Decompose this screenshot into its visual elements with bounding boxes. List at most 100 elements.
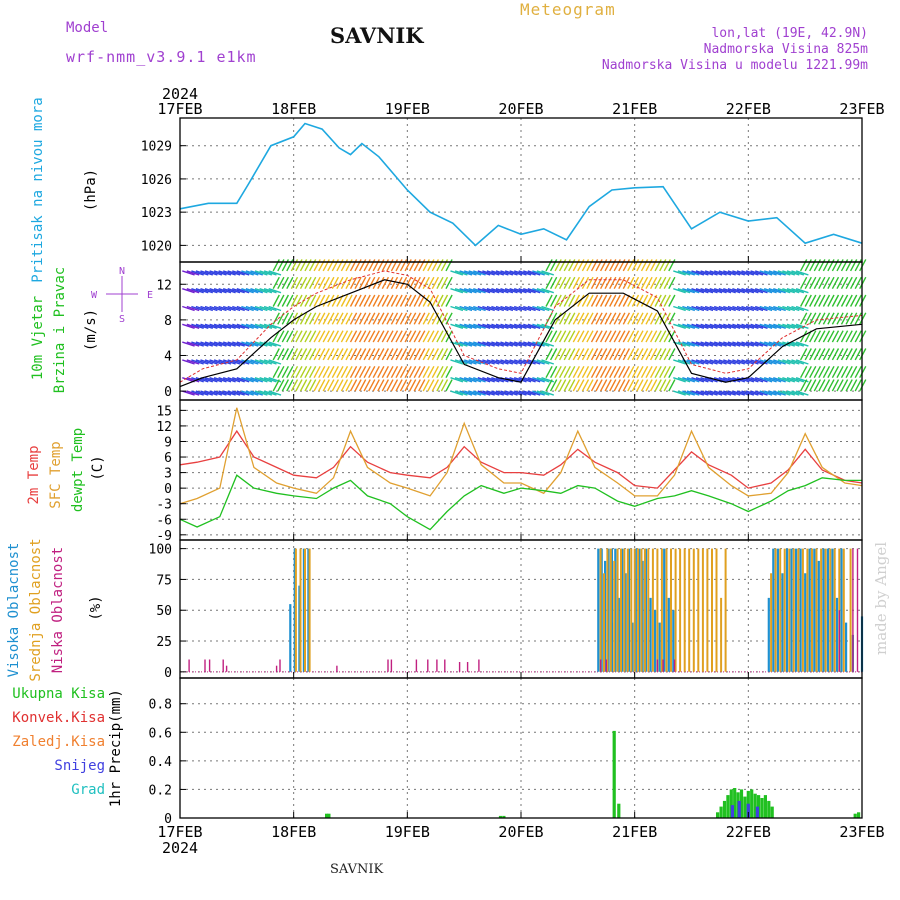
wind-barb	[313, 379, 321, 392]
wind-barb	[691, 305, 705, 312]
wind-barb	[299, 330, 308, 343]
wind-barb	[340, 330, 349, 343]
wind-barb	[673, 359, 686, 365]
wind-barb	[736, 377, 750, 383]
wind-barb	[654, 379, 662, 392]
wind-barb	[286, 348, 294, 361]
model-label: Model	[66, 20, 109, 36]
wind-barb	[381, 365, 390, 379]
wind-barb	[463, 270, 477, 276]
wind-barb	[232, 377, 245, 383]
wind-barb	[404, 312, 412, 325]
wind-barb	[668, 348, 676, 361]
wind-barb	[799, 379, 808, 392]
wind-barb	[263, 390, 277, 396]
wind-barb	[732, 288, 746, 294]
wind-barb	[709, 270, 723, 276]
y-tick-label: 0.2	[149, 783, 172, 798]
wind-barb	[368, 259, 376, 272]
wind-barb	[295, 330, 303, 343]
wind-barb	[308, 379, 317, 392]
wind-barb	[204, 377, 218, 383]
wind-barb	[563, 276, 571, 290]
wind-barb	[854, 379, 862, 392]
wind-barb	[795, 305, 809, 312]
wind-barb	[213, 270, 227, 276]
wind-barb	[536, 270, 550, 276]
wind-barb	[259, 341, 273, 347]
wind-barb	[859, 312, 867, 325]
wind-barb	[213, 305, 227, 312]
wind-barb	[759, 390, 773, 396]
wind-barb	[586, 276, 594, 290]
wind-barb	[286, 365, 294, 379]
wind-barb	[227, 270, 241, 276]
wind-barb	[590, 348, 599, 361]
wind-barb	[368, 276, 376, 290]
wind-barb	[227, 288, 241, 294]
wind-barb	[200, 270, 214, 276]
y-tick-label: 75	[156, 573, 172, 588]
wind-barb	[804, 276, 812, 290]
time-label-bottom: 18FEB	[271, 823, 316, 841]
wind-barb	[245, 341, 259, 347]
wind-barb	[577, 312, 585, 325]
wind-barb	[822, 379, 831, 392]
station-elevation: Nadmorska Visina 825m	[703, 42, 868, 57]
wind-barb	[259, 359, 273, 365]
wind-barb	[182, 323, 195, 329]
wind-barb	[691, 341, 705, 347]
dewpt-axis-title: dewpt Temp	[70, 428, 86, 512]
wind-barb	[640, 276, 649, 290]
wind-barb	[445, 294, 453, 307]
wind-barb	[859, 379, 867, 392]
precip-axis-unit: (mm)	[108, 689, 124, 723]
wind-barb	[313, 312, 321, 325]
wind-barb	[277, 348, 285, 361]
wind-barb	[322, 348, 330, 361]
wind-barb	[509, 341, 523, 347]
wind-barb	[599, 276, 608, 290]
wind-barb	[773, 288, 786, 294]
wind-barb	[795, 341, 809, 347]
wind-barb	[286, 312, 294, 325]
wind-barb	[518, 323, 532, 329]
wind-barb	[345, 294, 353, 307]
wind-barb	[272, 379, 280, 392]
wind-barb	[386, 330, 394, 343]
wind-barb	[318, 365, 326, 379]
wind-barb	[786, 270, 800, 276]
wind-barb	[822, 276, 831, 290]
wind-barb	[659, 259, 667, 272]
year-label-top: 2024	[162, 85, 198, 103]
wind-barb	[381, 379, 390, 392]
wind-barb	[782, 305, 796, 312]
wind-barb	[654, 348, 662, 361]
wind-barb	[577, 379, 585, 392]
wind-barb	[558, 312, 567, 325]
wind-barb	[482, 288, 495, 294]
wind-barb	[236, 390, 250, 396]
wind-barb	[281, 348, 290, 361]
wind-barb	[700, 305, 714, 312]
wind-barb	[399, 379, 408, 392]
wind-barb	[545, 365, 553, 379]
wind-barb	[791, 288, 805, 294]
wind-barb	[186, 359, 200, 365]
wind-barb	[241, 377, 254, 383]
wind-barb	[459, 288, 473, 294]
wind-barb	[741, 341, 755, 347]
wind-barb	[431, 276, 440, 290]
wind-barb	[750, 270, 764, 276]
total-precip-bar	[760, 798, 764, 818]
wind-barb	[491, 359, 505, 365]
wind-barb	[741, 359, 755, 365]
wind-barb	[581, 312, 590, 325]
wind-barb	[422, 312, 430, 325]
wind-barb	[245, 323, 259, 329]
wind-barb	[386, 276, 394, 290]
wind-barb	[322, 330, 330, 343]
wind-barb	[840, 348, 849, 361]
wind-barb	[527, 305, 541, 312]
wind-barb	[827, 259, 835, 272]
